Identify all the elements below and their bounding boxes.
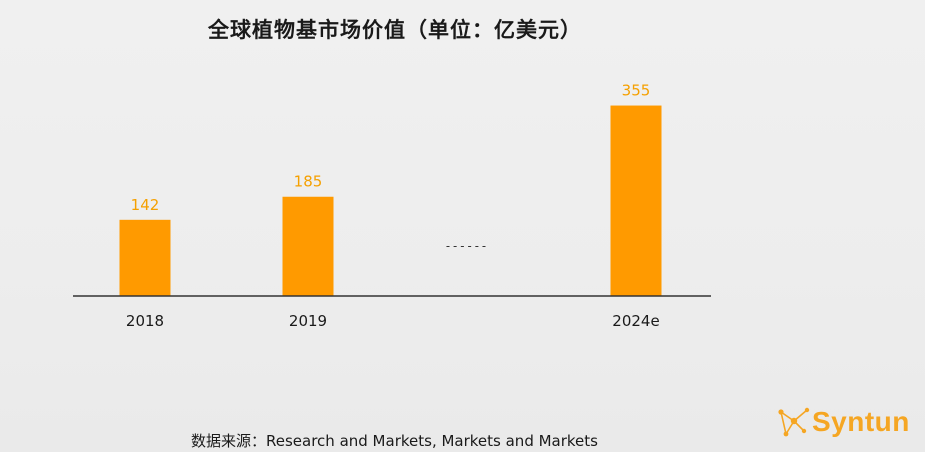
value-label-2024e: 355 [622,82,651,100]
bar-2024e [610,105,662,296]
bars-layer [119,105,662,296]
gap-marker: ------ [444,239,487,253]
tick-label-2024e: 2024e [612,312,659,330]
bar-2019 [282,196,334,296]
tick-label-2018: 2018 [126,312,164,330]
network-nodes-icon [778,407,810,437]
value-label-2018: 142 [131,196,160,214]
chart-title: 全球植物基市场价值（单位：亿美元） [208,18,582,42]
bar-2018 [119,219,171,296]
tick-labels-layer: 2018 2019 2024e [126,312,660,330]
value-label-2019: 185 [294,173,323,191]
value-labels-layer: 142 185 355 [131,82,651,214]
source-note: 数据来源：Research and Markets, Markets and M… [191,432,598,450]
syntun-logo: Syntun [776,402,921,446]
logo-text: Syntun [812,406,910,437]
tick-label-2019: 2019 [289,312,327,330]
